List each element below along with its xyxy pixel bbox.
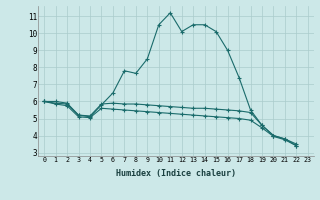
X-axis label: Humidex (Indice chaleur): Humidex (Indice chaleur) <box>116 169 236 178</box>
